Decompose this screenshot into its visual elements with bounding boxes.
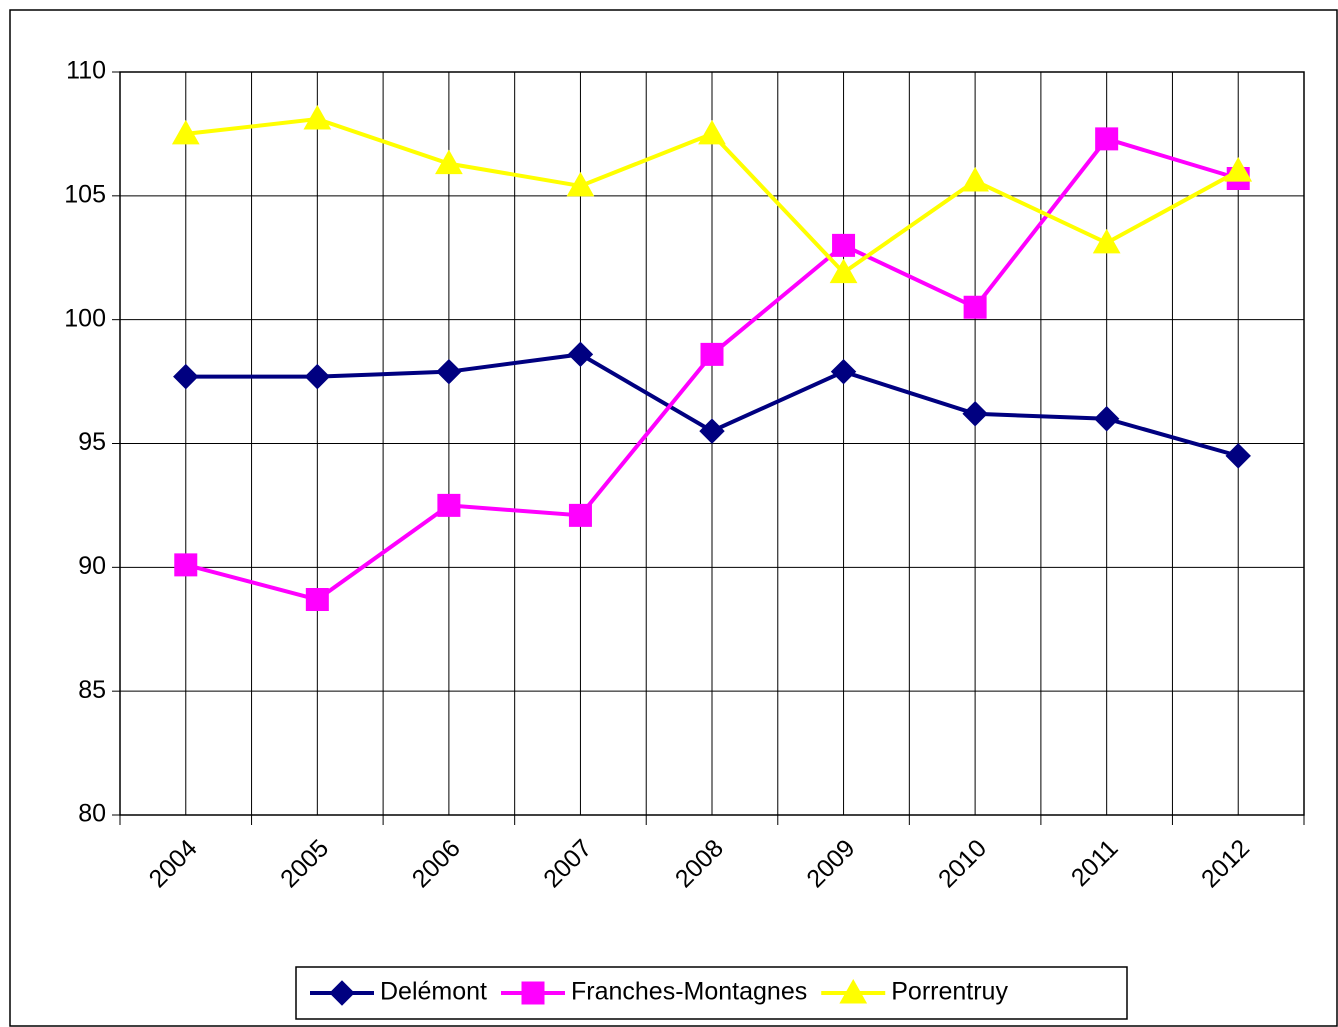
y-tick-label: 85 — [78, 676, 106, 704]
data-point — [171, 119, 200, 145]
data-point — [1093, 406, 1120, 432]
data-point — [1095, 127, 1119, 151]
data-point — [304, 363, 331, 390]
legend-label: Franches-Montagnes — [571, 978, 807, 1006]
data-point — [436, 358, 462, 385]
y-tick-label: 110 — [66, 57, 106, 85]
data-point — [303, 105, 332, 130]
legend-label: Porrentruy — [891, 978, 1008, 1006]
data-point — [1224, 157, 1253, 182]
y-tick-label: 90 — [78, 552, 106, 580]
data-point — [1092, 228, 1121, 254]
data-point — [1225, 443, 1251, 469]
data-point — [566, 171, 595, 197]
legend: Delémont Franches-Montagnes Porrentruy — [295, 966, 1128, 1020]
data-point — [698, 119, 726, 145]
data-point — [435, 149, 463, 175]
data-point — [305, 588, 329, 612]
data-point — [963, 295, 987, 319]
chart-frame — [9, 9, 1338, 1027]
legend-marker — [329, 980, 355, 1006]
legend-marker — [839, 978, 868, 1004]
plot-area — [119, 71, 1305, 816]
data-point — [568, 503, 592, 527]
data-point — [829, 258, 858, 284]
legend-marker — [521, 981, 545, 1005]
legend-label: Delémont — [380, 978, 487, 1006]
data-point — [699, 418, 725, 444]
data-point — [173, 363, 199, 390]
data-point — [437, 493, 461, 517]
data-point — [830, 358, 857, 385]
data-point — [961, 166, 989, 192]
y-tick-label: 95 — [78, 428, 106, 456]
data-point — [700, 342, 724, 366]
data-point — [567, 341, 594, 368]
y-tick-label: 105 — [64, 180, 106, 208]
data-point — [832, 233, 856, 257]
y-tick-label: 80 — [78, 800, 106, 828]
data-point — [174, 553, 198, 577]
y-tick-label: 100 — [64, 304, 106, 332]
data-point — [962, 401, 988, 427]
legend-box — [295, 966, 1128, 1020]
